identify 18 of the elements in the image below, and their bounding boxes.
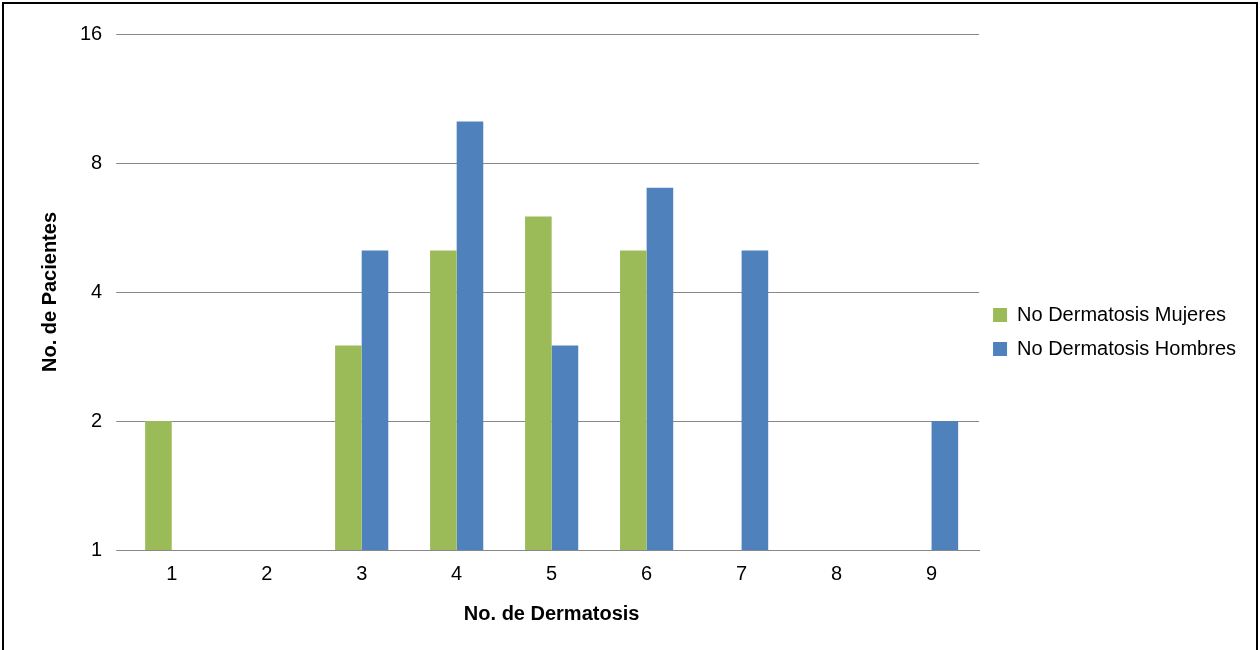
x-tick-label: 3 [356, 561, 368, 584]
x-tick-label: 1 [166, 561, 178, 584]
legend-label: No Dermatosis Hombres [1017, 336, 1237, 359]
x-tick-label: 4 [451, 561, 463, 584]
y-tick-label: 4 [91, 279, 103, 302]
x-tick-label: 8 [831, 561, 843, 584]
x-tick-label: 6 [641, 561, 653, 584]
y-tick-label: 2 [91, 408, 103, 431]
x-tick-label: 7 [736, 561, 748, 584]
x-tick-label: 5 [546, 561, 558, 584]
x-tick-label: 9 [926, 561, 938, 584]
y-axis-title: No. de Pacientes [37, 211, 60, 373]
x-axis-title: No. de Dermatosis [463, 601, 640, 624]
legend-label: No Dermatosis Mujeres [1017, 302, 1227, 325]
y-tick-label: 8 [91, 150, 103, 173]
y-tick-label: 1 [91, 537, 103, 560]
y-tick-label: 16 [80, 21, 103, 44]
x-tick-label: 2 [261, 561, 273, 584]
